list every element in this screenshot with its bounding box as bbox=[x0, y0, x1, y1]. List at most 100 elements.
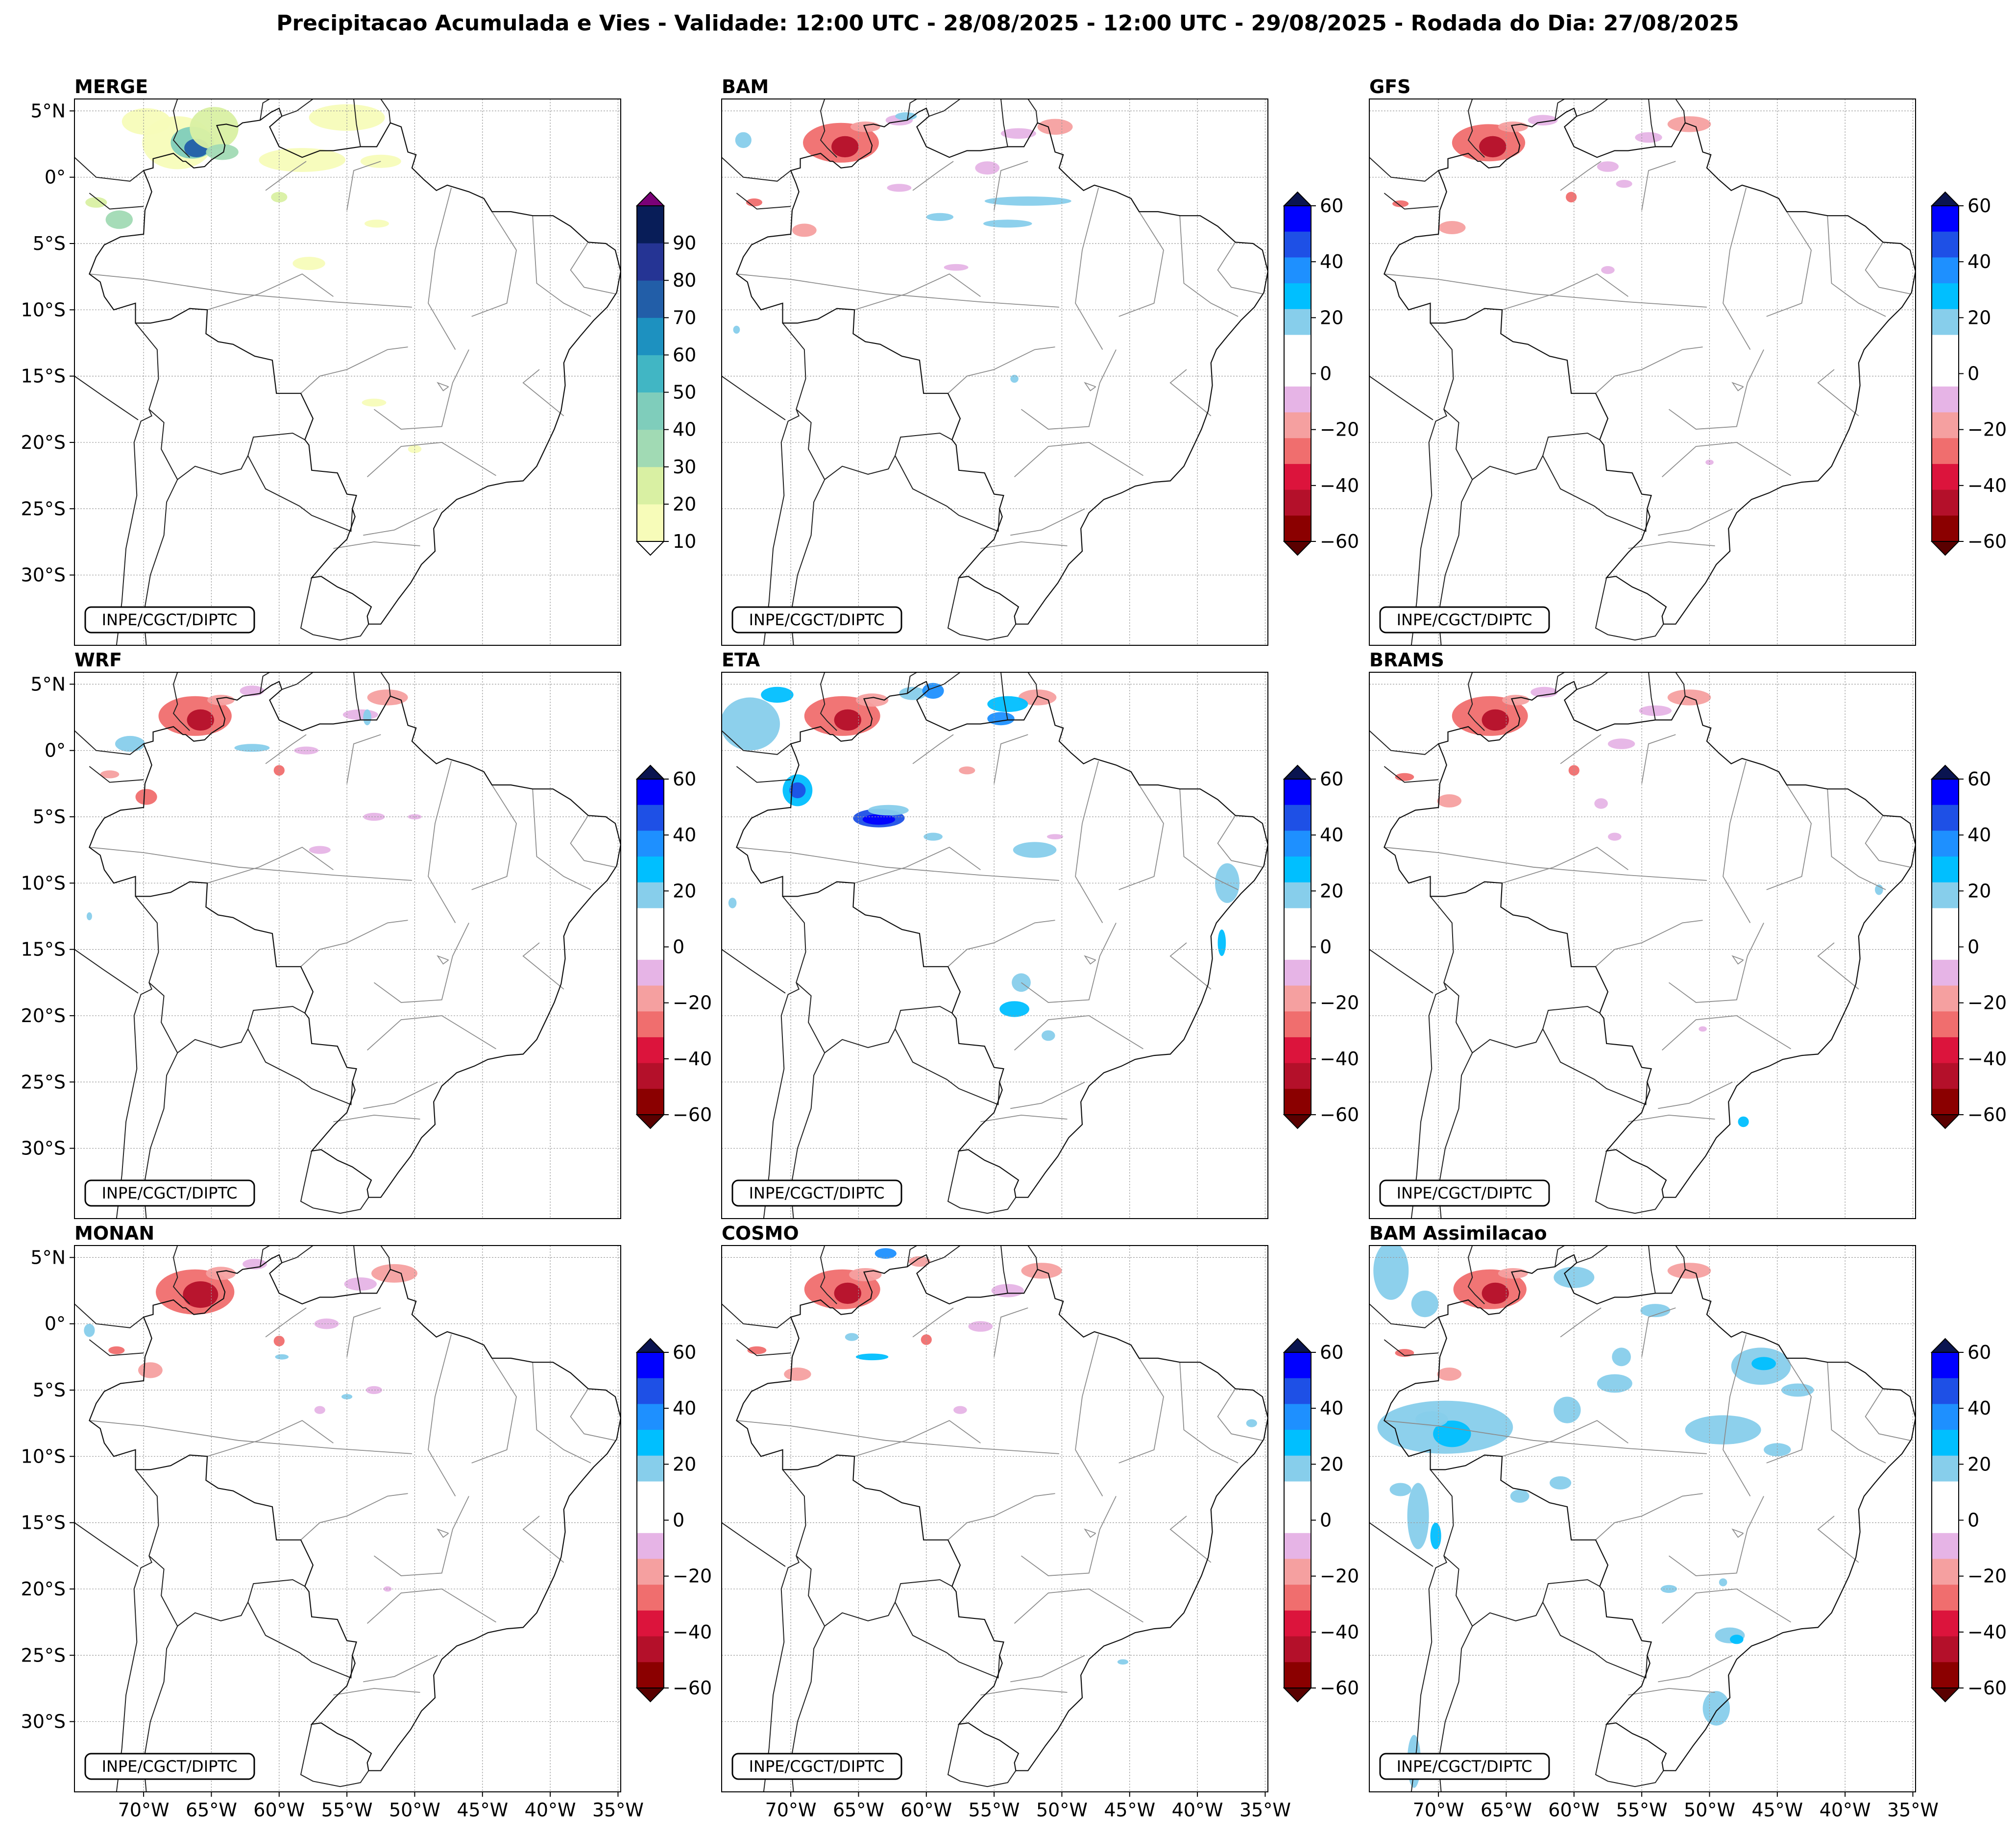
country-border bbox=[1384, 193, 1439, 210]
panel-title: BAM Assimilacao bbox=[1369, 1223, 1547, 1244]
colorbar-tick-label: 20 bbox=[1320, 307, 1343, 328]
data-blob bbox=[206, 144, 239, 160]
lon-label: 40°W bbox=[1172, 1799, 1223, 1821]
credit-label: INPE/CGCT/DIPTC bbox=[749, 611, 885, 629]
lon-label: 60°W bbox=[1548, 1799, 1600, 1821]
country-border bbox=[89, 1339, 144, 1356]
state-border bbox=[428, 1334, 456, 1496]
data-blob bbox=[1719, 1578, 1727, 1587]
colorbar-segment bbox=[1284, 1063, 1311, 1089]
colorbar: 60 40 20 0 −20 −40 −60 bbox=[635, 1338, 712, 1703]
data-blob bbox=[363, 709, 371, 726]
country-border bbox=[820, 672, 837, 731]
state-border bbox=[994, 1307, 1028, 1357]
data-blob bbox=[1699, 1026, 1707, 1032]
state-border bbox=[1010, 508, 1085, 536]
panel-cosmo: COSMO 70°W 65°W 60°W 55°W 50°W 45°W 40°W 35°W INP… bbox=[721, 1223, 1359, 1821]
colorbar-segment bbox=[637, 1533, 664, 1559]
colorbar-tick-label: −60 bbox=[1967, 531, 2007, 552]
data-blob bbox=[187, 709, 214, 731]
data-blob bbox=[105, 210, 133, 229]
colorbar-segment bbox=[637, 882, 664, 908]
brazil-outline bbox=[1384, 1254, 1916, 1771]
panel-title: GFS bbox=[1369, 76, 1411, 98]
data-blob bbox=[138, 1362, 163, 1378]
lat-label: 15°S bbox=[21, 366, 66, 387]
country-border bbox=[722, 1303, 791, 1328]
lat-label: 10°S bbox=[21, 872, 66, 894]
country-border bbox=[796, 982, 952, 1054]
country-border bbox=[300, 577, 369, 641]
colorbar-extend-bottom bbox=[1283, 1687, 1312, 1703]
state-border bbox=[854, 847, 981, 884]
state-border bbox=[980, 541, 1068, 549]
country-border bbox=[74, 1522, 139, 1567]
data-blob bbox=[850, 121, 880, 132]
colorbar-segment bbox=[637, 934, 664, 960]
map-frame bbox=[1369, 1245, 1916, 1792]
country-border bbox=[380, 99, 391, 123]
colorbar-tick-label: −60 bbox=[673, 1677, 712, 1699]
state-border bbox=[980, 1687, 1068, 1696]
colorbar-tick-label: 50 bbox=[673, 382, 696, 403]
colorbar-extend-top bbox=[1283, 764, 1312, 780]
colorbar-tick-label: 40 bbox=[1967, 824, 1991, 846]
state-border bbox=[333, 1114, 420, 1123]
state-border bbox=[854, 273, 981, 311]
state-border bbox=[1731, 1528, 1744, 1538]
data-blob bbox=[1415, 1411, 1448, 1427]
country-border bbox=[796, 1555, 952, 1627]
state-border bbox=[366, 441, 496, 477]
map-background bbox=[722, 99, 1268, 645]
state-border bbox=[1020, 1496, 1117, 1576]
colorbar-extend-bottom bbox=[1283, 541, 1312, 556]
colorbar-tick-label: 0 bbox=[1320, 363, 1332, 385]
data-blob bbox=[855, 693, 889, 707]
state-border bbox=[994, 161, 1028, 211]
colorbar-tick-label: −40 bbox=[1320, 1621, 1359, 1643]
state-border bbox=[912, 734, 954, 764]
country-border bbox=[796, 409, 952, 481]
state-border bbox=[373, 1496, 469, 1576]
map-background bbox=[722, 672, 1268, 1219]
colorbar-segment bbox=[1284, 335, 1311, 361]
panel-title: MERGE bbox=[74, 76, 148, 98]
country-border bbox=[281, 99, 314, 117]
colorbar: 60 40 20 0 −20 −40 −60 bbox=[1930, 764, 2007, 1129]
state-border bbox=[1010, 1655, 1085, 1683]
colorbar-tick-label: −20 bbox=[1967, 1565, 2007, 1587]
data-blob bbox=[1738, 1116, 1749, 1127]
state-border bbox=[89, 1420, 412, 1454]
state-border bbox=[1010, 1081, 1085, 1109]
lat-label: 5°N bbox=[30, 673, 66, 695]
brazil-outline bbox=[736, 681, 1268, 1198]
data-blob bbox=[1498, 121, 1528, 132]
state-border bbox=[994, 734, 1028, 784]
lon-label: 55°W bbox=[321, 1799, 373, 1821]
state-border bbox=[1817, 942, 1859, 990]
colorbar-tick-label: 0 bbox=[1320, 936, 1332, 958]
country-border bbox=[928, 1246, 961, 1264]
colorbar-segment bbox=[1284, 515, 1311, 542]
colorbar-tick-label: −60 bbox=[1320, 1677, 1359, 1699]
country-border bbox=[1000, 672, 1008, 720]
colorbar-tick-label: 40 bbox=[1320, 1397, 1343, 1419]
state-border bbox=[366, 1015, 496, 1051]
state-border bbox=[471, 784, 517, 890]
state-border bbox=[1668, 1496, 1764, 1576]
country-border bbox=[1027, 99, 1038, 123]
colorbar-segment bbox=[1932, 805, 1959, 831]
state-border bbox=[1641, 1307, 1676, 1357]
country-border bbox=[116, 1469, 159, 1792]
data-blob bbox=[862, 814, 896, 825]
state-border bbox=[1661, 441, 1791, 477]
state-border bbox=[1668, 923, 1764, 1003]
country-border bbox=[1000, 99, 1008, 147]
colorbar-tick-label: 60 bbox=[1967, 195, 1991, 217]
colorbar-segment bbox=[1932, 309, 1959, 335]
colorbar-frame bbox=[636, 205, 664, 542]
country-border bbox=[1467, 1246, 1485, 1304]
country-border bbox=[736, 766, 791, 783]
data-blob bbox=[868, 805, 909, 816]
map-frame bbox=[1369, 98, 1916, 646]
